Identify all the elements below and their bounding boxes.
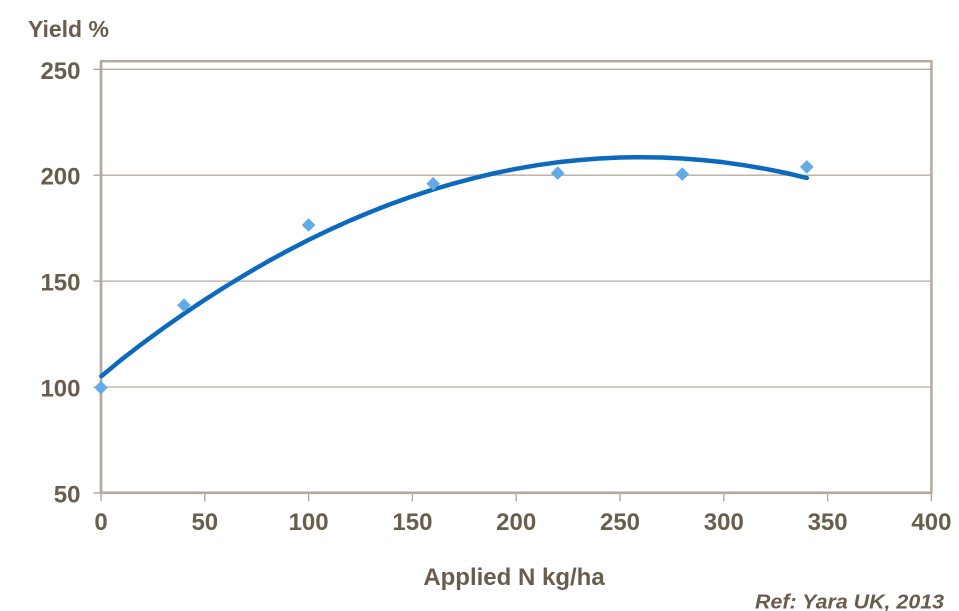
svg-text:250: 250 (40, 58, 80, 85)
svg-text:350: 350 (808, 509, 848, 536)
svg-text:300: 300 (704, 509, 744, 536)
svg-text:Ref: Yara UK, 2013: Ref: Yara UK, 2013 (755, 591, 944, 611)
svg-text:200: 200 (496, 509, 536, 536)
svg-text:0: 0 (94, 509, 107, 536)
svg-text:150: 150 (392, 509, 432, 536)
svg-text:150: 150 (40, 270, 80, 297)
svg-text:100: 100 (40, 376, 80, 403)
svg-text:400: 400 (911, 509, 951, 536)
svg-text:50: 50 (54, 481, 81, 508)
svg-text:Applied N kg/ha: Applied N kg/ha (423, 564, 605, 591)
svg-text:200: 200 (40, 164, 80, 191)
svg-text:50: 50 (191, 509, 218, 536)
svg-text:250: 250 (600, 509, 640, 536)
svg-text:Yield %: Yield % (28, 16, 109, 42)
svg-text:100: 100 (289, 509, 329, 536)
